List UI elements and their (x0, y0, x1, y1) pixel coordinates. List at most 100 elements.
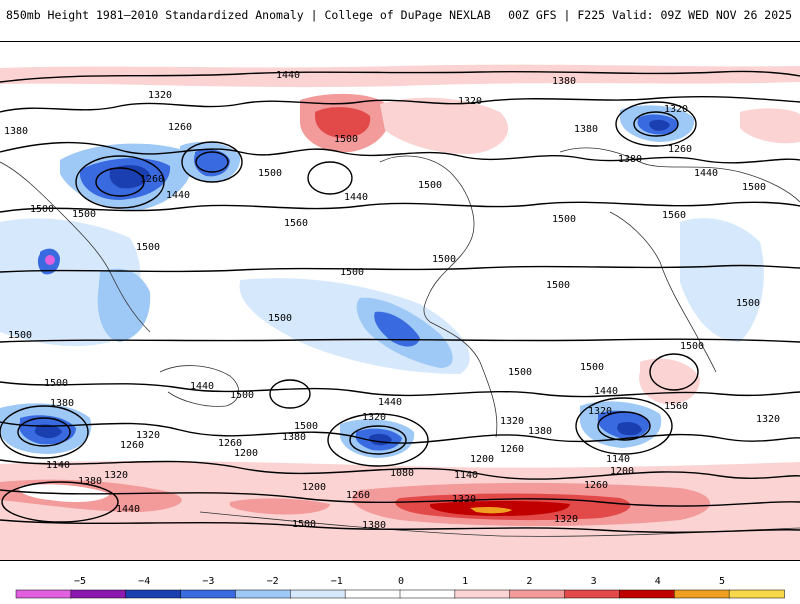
contour-label: 1440 (190, 381, 214, 392)
contour-label: 1320 (664, 104, 688, 115)
contour-label: 1500 (680, 341, 704, 352)
colorbar-swatch (454, 589, 511, 599)
contour-label: 1500 (340, 267, 364, 278)
contour-label: 1320 (104, 470, 128, 481)
colorbar-tick-label: 0 (398, 576, 404, 587)
colorbar-swatch (399, 589, 456, 599)
contour-label: 1320 (362, 412, 386, 423)
colorbar-graphic: −5 −4 −3 −2 −1 0 1 2 3 4 5 (15, 576, 785, 599)
contour-label: 1500 (508, 367, 532, 378)
contour-label: 1380 (282, 432, 306, 443)
anomaly-map: 1440 1380 1320 1500 1260 1380 1320 1380 … (0, 64, 800, 560)
colorbar-swatch (344, 589, 401, 599)
contour-label: 1560 (662, 210, 686, 221)
colorbar-tick-label: −3 (202, 576, 214, 587)
contour-label: 1320 (148, 90, 172, 101)
colorbar-swatch (290, 589, 346, 599)
colorbar-swatch (235, 589, 292, 599)
colorbar-swatch (70, 589, 127, 599)
contour-label: 1260 (140, 174, 164, 185)
contour-label: 1380 (618, 154, 642, 165)
contour-label: 1140 (606, 454, 630, 465)
colorbar-swatch (15, 589, 72, 599)
contour-label: 1560 (284, 218, 308, 229)
colorbar-tick-label: 1 (462, 576, 468, 587)
contour-label: 1500 (418, 180, 442, 191)
colorbar-swatch (180, 589, 237, 599)
colorbar-tick-label: 2 (526, 576, 532, 587)
colorbar-swatches (15, 589, 785, 599)
contour-label: 1380 (528, 426, 552, 437)
contour-label: 1500 (268, 313, 292, 324)
contour-label: 1320 (458, 96, 482, 107)
contour-label: 1560 (664, 401, 688, 412)
contour-label: 1500 (72, 209, 96, 220)
contour-label: 1260 (584, 480, 608, 491)
contour-label: 1200 (302, 482, 326, 493)
contour-label: 1260 (218, 438, 242, 449)
contour-label: 1080 (390, 468, 414, 479)
colorbar-swatch (564, 589, 621, 599)
colorbar-swatch (125, 589, 182, 599)
colorbar-swatch (509, 589, 566, 599)
contour-label: 1380 (78, 476, 102, 487)
contour-label: 1320 (756, 414, 780, 425)
colorbar-tick-label: −5 (74, 576, 86, 587)
colorbar-tick-label: 5 (719, 576, 725, 587)
contour-label: 1320 (452, 494, 476, 505)
contour-label: 1320 (500, 416, 524, 427)
contour-label: 1320 (554, 514, 578, 525)
contour-label: 1140 (46, 460, 70, 471)
colorbar-tick-label: −4 (138, 576, 150, 587)
contour-label: 1500 (580, 362, 604, 373)
contour-label: 1500 (552, 214, 576, 225)
contour-label: 1440 (276, 70, 300, 81)
contour-label: 1260 (168, 122, 192, 133)
contour-label: 1380 (362, 520, 386, 531)
contour-label: 1500 (334, 134, 358, 145)
contour-label: 1500 (292, 519, 316, 530)
contour-label: 1440 (694, 168, 718, 179)
contour-label: 1260 (668, 144, 692, 155)
contour-label: 1500 (742, 182, 766, 193)
contour-label: 1440 (166, 190, 190, 201)
contour-label: 1500 (294, 421, 318, 432)
colorbar-tick-label: −1 (331, 576, 343, 587)
anomaly-colorbar: −5 −4 −3 −2 −1 0 1 2 3 4 5 (0, 570, 800, 600)
contour-label: 1500 (432, 254, 456, 265)
colorbar-labels: −5 −4 −3 −2 −1 0 1 2 3 4 5 (74, 576, 725, 587)
contour-label: 1440 (116, 504, 140, 515)
contour-label: 1380 (574, 124, 598, 135)
contour-label: 1380 (4, 126, 28, 137)
contour-label: 1440 (594, 386, 618, 397)
contour-label: 1500 (30, 204, 54, 215)
colorbar-swatch (728, 589, 785, 599)
contour-label: 1200 (610, 466, 634, 477)
colorbar-tick-label: −2 (267, 576, 279, 587)
contour-label: 1260 (346, 490, 370, 501)
colorbar-swatch (619, 589, 676, 599)
map-panel: 1440 1380 1320 1500 1260 1380 1320 1380 … (0, 41, 800, 561)
contour-label: 1500 (230, 390, 254, 401)
colorbar-swatch (674, 589, 730, 599)
height-contours (0, 70, 800, 533)
contour-label: 1320 (136, 430, 160, 441)
contour-label: 1500 (258, 168, 282, 179)
contour-label: 1500 (136, 242, 160, 253)
contour-label: 1200 (234, 448, 258, 459)
contour-label: 1380 (50, 398, 74, 409)
contour-labels: 1440 1380 1320 1500 1260 1380 1320 1380 … (4, 70, 780, 531)
contour-label: 1380 (552, 76, 576, 87)
contour-label: 1320 (588, 406, 612, 417)
anomaly-shading (0, 64, 800, 560)
contour-label: 1200 (470, 454, 494, 465)
colorbar-tick-label: 3 (591, 576, 597, 587)
contour-label: 1440 (344, 192, 368, 203)
contour-label: 1440 (378, 397, 402, 408)
contour-label: 1500 (8, 330, 32, 341)
model-run-info: 00Z GFS | F225 Valid: 09Z WED NOV 26 202… (508, 8, 792, 22)
contour-label: 1140 (454, 470, 478, 481)
contour-label: 1500 (736, 298, 760, 309)
header: 850mb Height 1981–2010 Standardized Anom… (0, 0, 800, 30)
map-title: 850mb Height 1981–2010 Standardized Anom… (6, 8, 491, 22)
